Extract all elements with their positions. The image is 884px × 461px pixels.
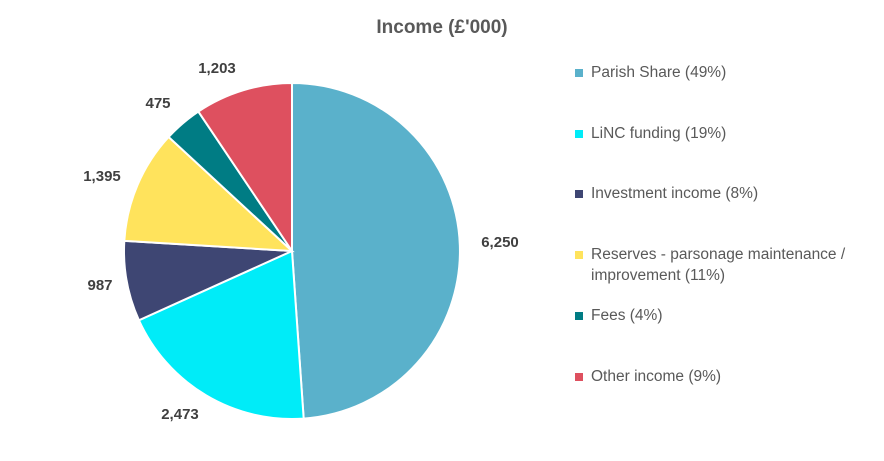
data-label: 1,203	[198, 60, 236, 77]
pie-slices	[123, 81, 461, 420]
pie-data-labels: 6,250 2,473 987 1,395 475 1,203	[83, 60, 519, 423]
pie-slice-reserves-parsonage-maintenance-improvement	[123, 135, 295, 253]
legend-label: LiNC funding (19%)	[591, 125, 727, 142]
legend-swatch	[575, 373, 583, 381]
legend-label: Other income (9%)	[591, 368, 722, 385]
data-label: 475	[145, 95, 170, 112]
pie-slice-linc-funding	[137, 249, 305, 420]
data-label: 6,250	[481, 234, 519, 251]
pie-slice-other-income	[196, 81, 293, 255]
legend-swatch	[575, 69, 583, 77]
legend-swatch	[575, 190, 583, 198]
legend-swatch	[575, 312, 583, 320]
legend-swatch	[575, 251, 583, 259]
data-label: 2,473	[161, 406, 199, 423]
chart-title: Income (£'000)	[376, 17, 507, 38]
legend-label: Reserves - parsonage maintenance / impro…	[591, 246, 846, 284]
legend-swatch	[575, 130, 583, 138]
legend-label: Investment income (8%)	[591, 185, 759, 202]
data-label: 1,395	[83, 168, 121, 185]
data-label: 987	[87, 277, 112, 294]
legend-label: Parish Share (49%)	[591, 64, 727, 81]
legend-label: Fees (4%)	[591, 307, 663, 324]
pie-slice-parish-share	[291, 81, 461, 420]
